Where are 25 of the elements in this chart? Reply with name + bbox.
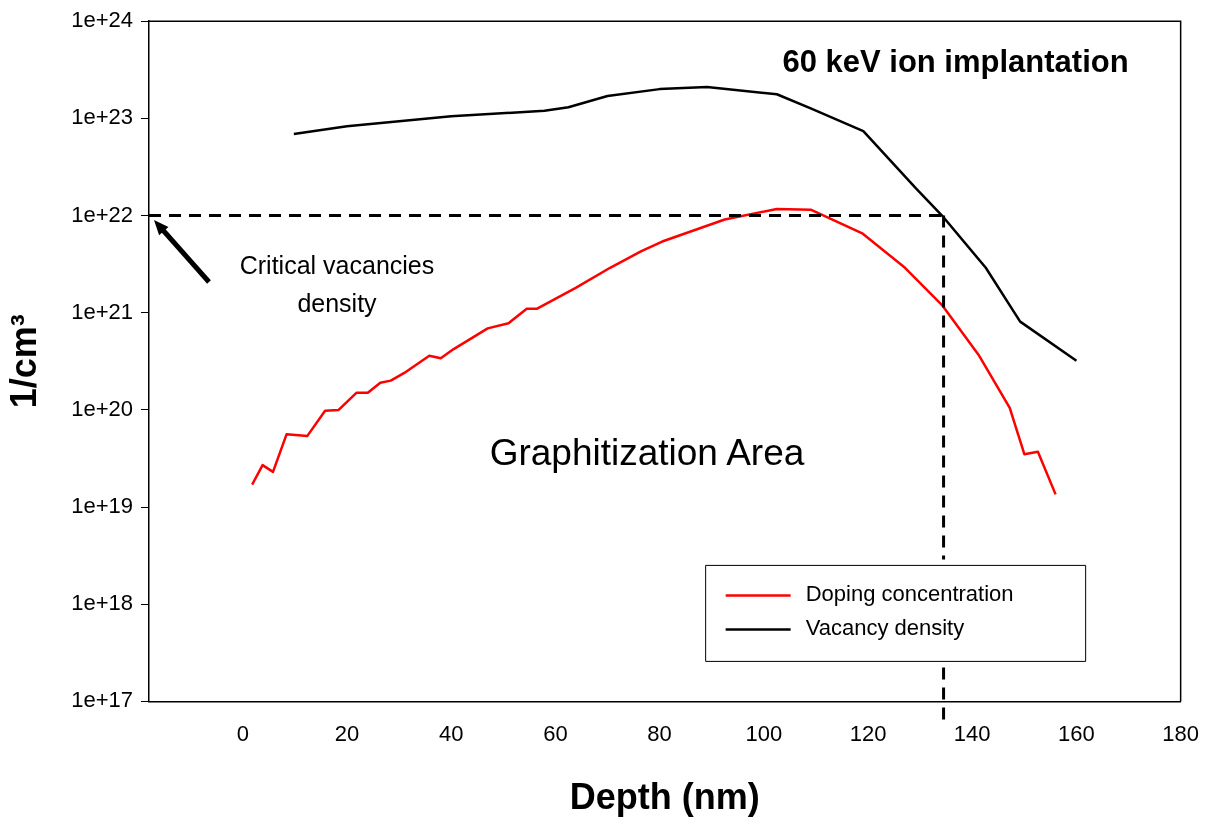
legend-label: Vacancy density <box>805 615 965 641</box>
x-tick-label: 180 <box>1162 720 1200 746</box>
y-tick-label: 1e+23 <box>71 104 133 130</box>
y-tick-label: 1e+24 <box>71 7 133 33</box>
x-tick-label: 160 <box>1058 720 1095 746</box>
x-tick-label: 140 <box>953 720 991 746</box>
x-tick-label: 60 <box>543 720 568 746</box>
x-tick-label: 100 <box>745 720 783 746</box>
annotation: Critical vacancies density <box>239 251 435 318</box>
x-tick-label: 120 <box>849 720 887 746</box>
y-tick-label: 1e+22 <box>71 201 133 227</box>
x-tick-label: 80 <box>647 720 672 746</box>
x-tick-label: 20 <box>334 720 360 746</box>
y-axis-title: 1/cm³ <box>2 314 44 409</box>
legend-label: Doping concentration <box>805 581 1014 607</box>
y-tick-label: 1e+17 <box>71 687 133 713</box>
y-tick-label: 1e+21 <box>71 298 133 324</box>
x-tick-label: 40 <box>438 720 464 746</box>
x-axis-title: Depth (nm) <box>569 776 760 818</box>
y-tick-label: 1e+19 <box>71 493 133 519</box>
x-tick-label: 0 <box>236 720 249 746</box>
y-tick-label: 1e+18 <box>71 590 133 616</box>
annotation: Graphitization Area <box>489 432 805 474</box>
y-tick-label: 1e+20 <box>71 395 133 421</box>
text: 60 keV ion implantation <box>782 43 1129 79</box>
